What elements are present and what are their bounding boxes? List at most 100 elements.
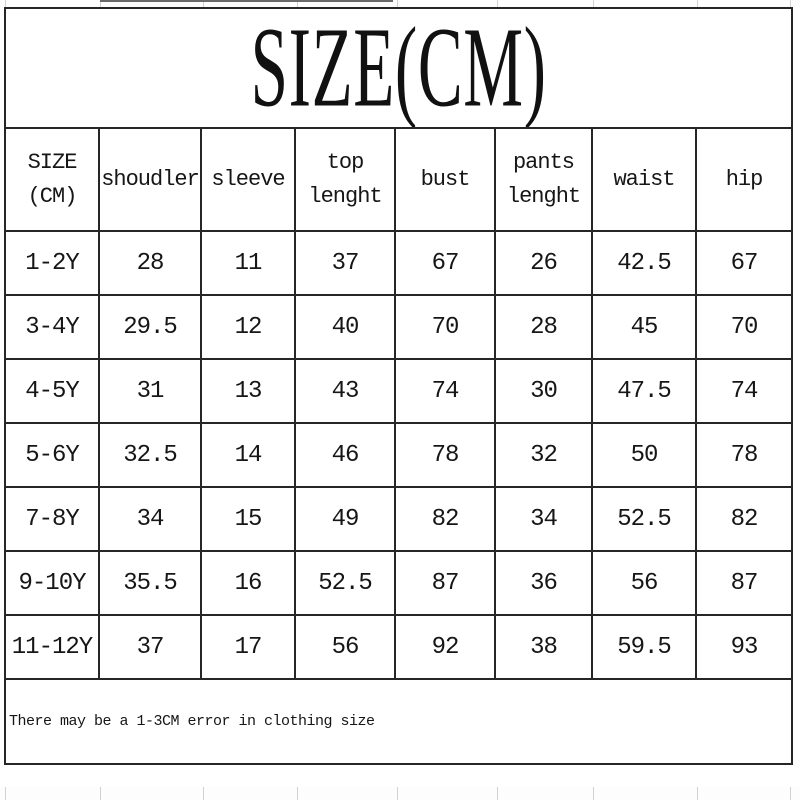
size-label: 11-12Y: [4, 614, 100, 680]
size-label: 1-2Y: [4, 230, 100, 296]
table-row-9-10y: 9-10Y 35.5 16 52.5 87 36 56 87: [4, 550, 794, 616]
measurement-value: 82: [694, 486, 794, 552]
size-label: 3-4Y: [4, 294, 100, 360]
measurement-value: 43: [294, 358, 396, 424]
measurement-value: 34: [494, 486, 593, 552]
measurement-value: 35.5: [98, 550, 202, 616]
measurement-value: 36: [494, 550, 593, 616]
measurement-value: 16: [200, 550, 296, 616]
measurement-value: 46: [294, 422, 396, 488]
size-label: 5-6Y: [4, 422, 100, 488]
table-row-3-4y: 3-4Y 29.5 12 40 70 28 45 70: [4, 294, 794, 360]
measurement-value: 31: [98, 358, 202, 424]
gridline: [697, 787, 698, 800]
measurement-value: 56: [591, 550, 697, 616]
spreadsheet-gridline-strip-top: [0, 0, 800, 8]
table-row-5-6y: 5-6Y 32.5 14 46 78 32 50 78: [4, 422, 794, 488]
gridline: [297, 787, 298, 800]
table-title: SIZE(CM): [250, 8, 547, 128]
table-row-4-5y: 4-5Y 31 13 43 74 30 47.5 74: [4, 358, 794, 424]
measurement-value: 15: [200, 486, 296, 552]
measurement-value: 49: [294, 486, 396, 552]
table-row-11-12y: 11-12Y 37 17 56 92 38 59.5 93: [4, 614, 794, 680]
measurement-value: 82: [394, 486, 496, 552]
gridline: [397, 0, 398, 8]
measurement-value: 47.5: [591, 358, 697, 424]
measurement-value: 28: [494, 294, 593, 360]
measurement-value: 26: [494, 230, 593, 296]
column-header-shoudler: shoudler: [98, 127, 202, 232]
gridline: [790, 0, 791, 8]
size-label: 4-5Y: [4, 358, 100, 424]
column-header-pants-lenght: pants lenght: [494, 127, 593, 232]
measurement-value: 29.5: [98, 294, 202, 360]
column-header-size-(cm): SIZE (CM): [4, 127, 100, 232]
size-label: 7-8Y: [4, 486, 100, 552]
measurement-value: 14: [200, 422, 296, 488]
spreadsheet-gridline-strip-bottom: [0, 787, 800, 800]
measurement-value: 59.5: [591, 614, 697, 680]
measurement-value: 28: [98, 230, 202, 296]
gridline: [203, 0, 204, 8]
gridline: [497, 787, 498, 800]
measurement-value: 30: [494, 358, 593, 424]
measurement-value: 70: [394, 294, 496, 360]
gridline: [5, 0, 6, 8]
measurement-value: 56: [294, 614, 396, 680]
column-header-hip: hip: [694, 127, 794, 232]
table-row-7-8y: 7-8Y 34 15 49 82 34 52.5 82: [4, 486, 794, 552]
measurement-value: 52.5: [294, 550, 396, 616]
measurement-value: 11: [200, 230, 296, 296]
measurement-value: 32: [494, 422, 593, 488]
gridline: [297, 0, 298, 8]
measurement-value: 87: [694, 550, 794, 616]
gridline: [697, 0, 698, 8]
measurement-value: 40: [294, 294, 396, 360]
gridline-dark-segment: [100, 0, 393, 2]
measurement-value: 67: [694, 230, 794, 296]
column-header-bust: bust: [394, 127, 496, 232]
measurement-value: 37: [98, 614, 202, 680]
measurement-value: 87: [394, 550, 496, 616]
measurement-value: 74: [694, 358, 794, 424]
measurement-value: 50: [591, 422, 697, 488]
measurement-value: 12: [200, 294, 296, 360]
gridline: [593, 787, 594, 800]
footer-row: There may be a 1-3CM error in clothing s…: [3, 678, 794, 765]
header-row: SIZE (CM) shoudler sleeve top lenght bust pan…: [4, 127, 794, 232]
gridline: [100, 0, 101, 8]
table-row-1-2y: 1-2Y 28 11 37 67 26 42.5 67: [4, 230, 794, 296]
measurement-value: 34: [98, 486, 202, 552]
measurement-value: 13: [200, 358, 296, 424]
gridline: [100, 787, 101, 800]
measurement-value: 78: [394, 422, 496, 488]
title-cell: SIZE(CM): [3, 7, 794, 129]
column-header-sleeve: sleeve: [200, 127, 296, 232]
measurement-value: 52.5: [591, 486, 697, 552]
gridline: [397, 787, 398, 800]
measurement-value: 67: [394, 230, 496, 296]
size-table: SIZE(CM) SIZE (CM) shoudler sleeve top leng…: [3, 7, 794, 765]
column-header-top-lenght: top lenght: [294, 127, 396, 232]
measurement-value: 45: [591, 294, 697, 360]
gridline: [593, 0, 594, 8]
measurement-value: 92: [394, 614, 496, 680]
size-label: 9-10Y: [4, 550, 100, 616]
title-row: SIZE(CM): [3, 7, 794, 129]
measurement-value: 70: [694, 294, 794, 360]
measurement-value: 74: [394, 358, 496, 424]
gridline: [497, 0, 498, 8]
gridline: [203, 787, 204, 800]
measurement-value: 42.5: [591, 230, 697, 296]
gridline: [5, 787, 6, 800]
measurement-value: 17: [200, 614, 296, 680]
footer-note: There may be a 1-3CM error in clothing s…: [3, 678, 794, 765]
measurement-value: 78: [694, 422, 794, 488]
gridline: [790, 787, 791, 800]
measurement-value: 32.5: [98, 422, 202, 488]
measurement-value: 37: [294, 230, 396, 296]
column-header-waist: waist: [591, 127, 697, 232]
measurement-value: 38: [494, 614, 593, 680]
measurement-value: 93: [694, 614, 794, 680]
